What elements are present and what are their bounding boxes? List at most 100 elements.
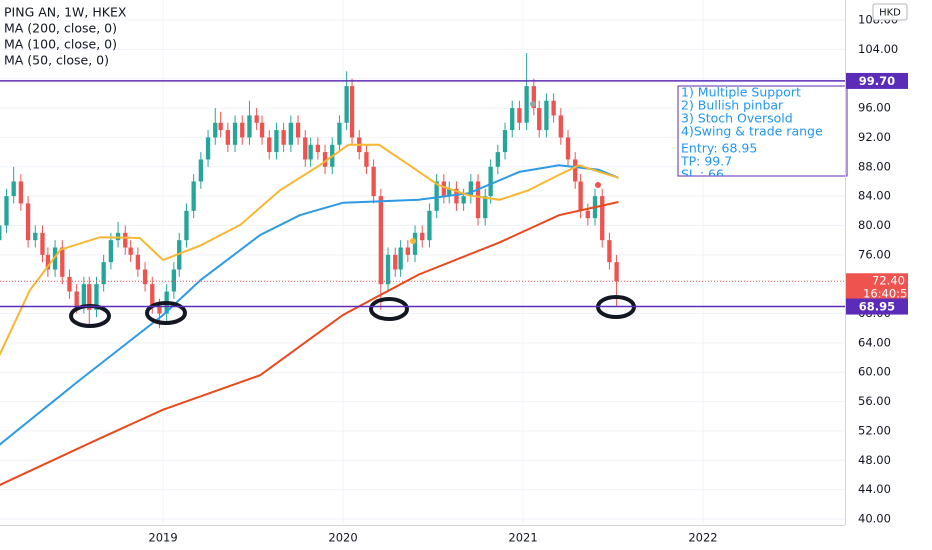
- candle-body: [67, 276, 72, 292]
- note-line: SL : 66: [681, 167, 724, 182]
- candle-body: [218, 122, 223, 131]
- circle: [369, 297, 409, 321]
- candle-body: [232, 122, 238, 145]
- candle-body: [468, 181, 473, 197]
- last-price-box: [846, 273, 908, 302]
- candle-body: [87, 284, 92, 310]
- y-tick-label: 76.00: [858, 247, 891, 261]
- y-tick-label: 56.00: [858, 394, 891, 408]
- candle-body: [4, 196, 9, 226]
- candle-body: [0, 225, 2, 241]
- candle-body: [405, 247, 410, 255]
- last-price-label: 72.40: [872, 274, 905, 288]
- x-tick-label: 2021: [508, 531, 537, 545]
- candle-body: [531, 86, 536, 109]
- candle-body: [524, 86, 529, 123]
- note-line: Entry: 68.95: [681, 141, 757, 156]
- candle-body: [40, 232, 45, 255]
- y-tick-label: 60.00: [858, 365, 891, 379]
- candle-body: [288, 122, 294, 145]
- candle-body: [517, 108, 522, 123]
- candle-body: [11, 181, 16, 197]
- legend-entry: MA (100, close, 0): [4, 37, 117, 52]
- candle-body: [495, 152, 500, 167]
- candle-body: [213, 122, 218, 138]
- candle-body: [488, 166, 493, 197]
- currency: HKD: [879, 8, 901, 19]
- candle-body: [123, 232, 128, 248]
- hline-label-box: [846, 72, 908, 89]
- candle-body: [385, 254, 391, 285]
- candle-body: [33, 232, 38, 241]
- ma-line: [0, 143, 619, 356]
- candle-body: [378, 196, 383, 285]
- candle-body: [142, 269, 148, 285]
- candle-body: [205, 137, 211, 160]
- candle-body: [60, 247, 65, 277]
- candle-body: [198, 159, 204, 182]
- candle-body: [108, 240, 114, 263]
- candle-body: [573, 159, 578, 182]
- candle-body: [502, 130, 508, 153]
- candle-body: [441, 181, 446, 197]
- marker-dot: [530, 101, 536, 107]
- note-line: 1) Multiple Support: [681, 85, 801, 100]
- candle-body: [537, 108, 542, 131]
- candle-body: [101, 262, 106, 285]
- candle-body: [607, 240, 612, 263]
- ma-line: [0, 201, 619, 486]
- candle-body: [578, 181, 583, 211]
- hline-label: 68.95: [859, 300, 895, 314]
- legend: PING AN, 1W, HKEX MA (200, close, 0)MA (…: [4, 5, 127, 68]
- ma-line: [0, 164, 619, 446]
- note-frame: [677, 85, 848, 177]
- candle-body: [475, 181, 481, 219]
- candle-body: [171, 269, 177, 292]
- candle-body: [259, 122, 265, 138]
- candle-body: [247, 115, 252, 138]
- marker-dot: [410, 238, 416, 244]
- candle-body: [225, 130, 231, 145]
- chart-title: PING AN, 1W, HKEX: [4, 5, 127, 20]
- candle-body: [454, 188, 459, 204]
- candle-body: [281, 130, 286, 145]
- candle-body: [551, 100, 556, 116]
- candle-body: [322, 152, 328, 167]
- candle-body: [128, 247, 133, 255]
- candle-body: [74, 291, 79, 307]
- legend-entry: MA (200, close, 0): [4, 21, 117, 36]
- candle-body: [295, 122, 301, 138]
- y-tick-label: 52.00: [858, 423, 891, 437]
- candle-body: [177, 240, 182, 270]
- candle-body: [184, 210, 189, 241]
- circle: [145, 301, 187, 325]
- candle-body: [191, 181, 196, 211]
- x-tick-label: 2022: [688, 531, 717, 545]
- candle-body: [483, 196, 488, 219]
- candle-body: [115, 232, 121, 241]
- hline-label-box: [846, 298, 908, 315]
- candle-body: [303, 137, 308, 160]
- candle-body: [600, 196, 605, 241]
- candle-body: [18, 181, 24, 204]
- plot-area: [0, 53, 845, 486]
- legend-entry: MA (50, close, 0): [4, 53, 109, 68]
- candle-body: [337, 122, 342, 145]
- y-tick-label: 104.00: [858, 42, 898, 56]
- candle-body: [461, 196, 466, 204]
- candle-body: [45, 254, 51, 270]
- candle-body: [420, 232, 425, 241]
- note-line: 4)Swing & trade range: [681, 124, 823, 139]
- candle-body: [393, 254, 398, 270]
- candle-body: [585, 210, 590, 219]
- candle-body: [344, 86, 349, 123]
- y-tick-label: 40.00: [858, 511, 891, 525]
- marker-dot: [595, 182, 601, 188]
- hline-label: 99.70: [859, 74, 895, 88]
- candle-body: [94, 284, 99, 310]
- note-line: 3) Stoch Oversold: [681, 111, 793, 126]
- candle-body: [371, 166, 376, 197]
- candle-body: [558, 115, 563, 138]
